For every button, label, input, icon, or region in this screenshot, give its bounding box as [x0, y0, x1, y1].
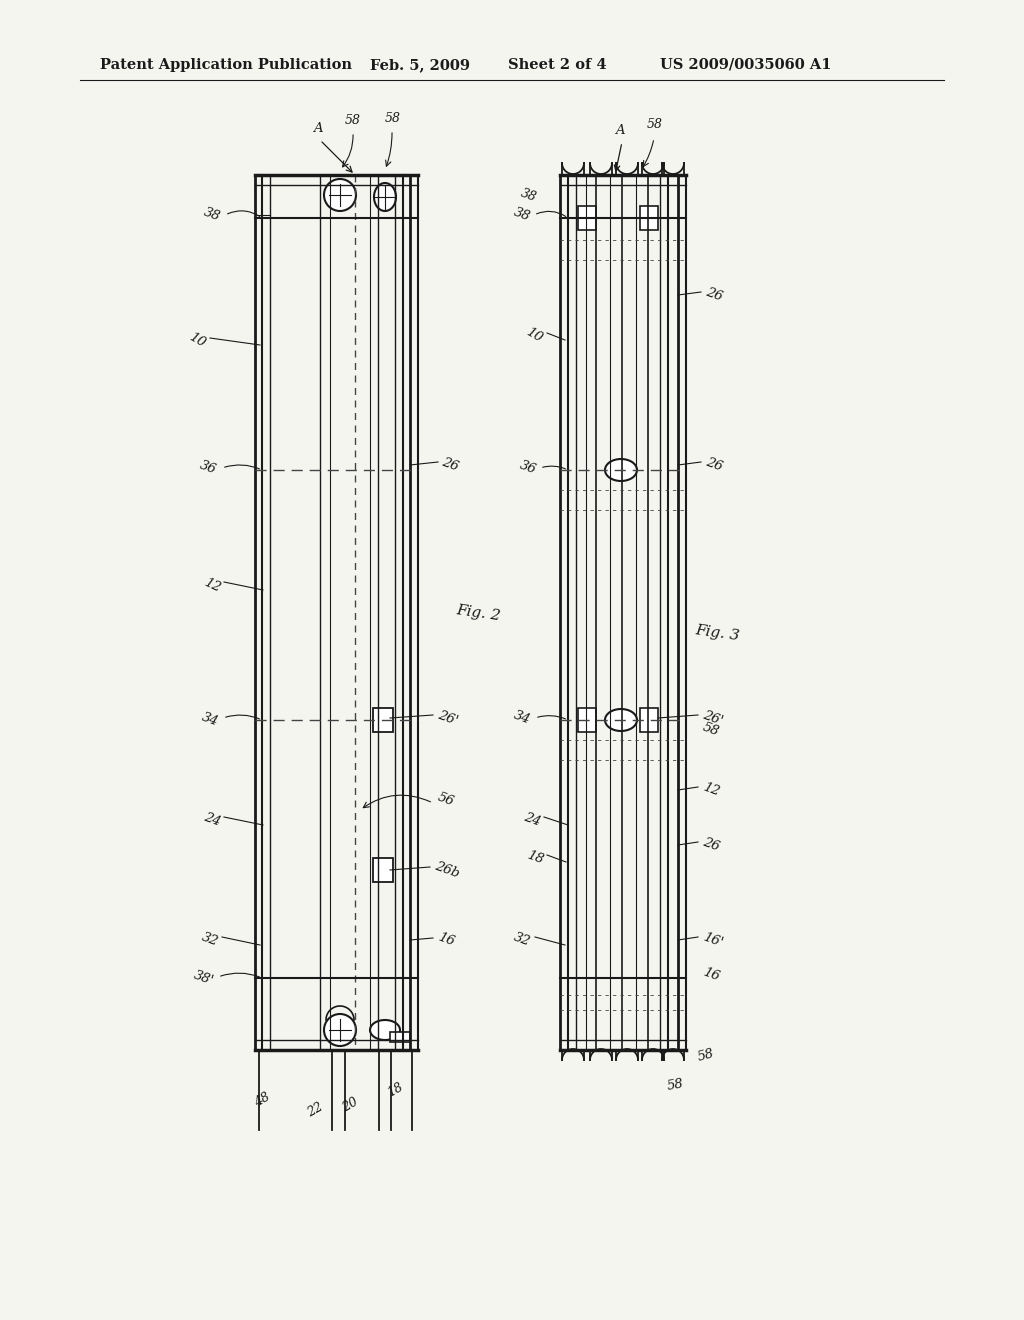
Text: Fig. 3: Fig. 3: [694, 623, 740, 643]
Text: 24: 24: [202, 810, 222, 829]
Text: 26': 26': [436, 709, 460, 727]
Text: Patent Application Publication: Patent Application Publication: [100, 58, 352, 73]
Circle shape: [324, 180, 356, 211]
Bar: [373, 858, 393, 882]
Text: 48: 48: [252, 1090, 272, 1110]
Circle shape: [324, 1014, 356, 1045]
Text: 26: 26: [701, 836, 721, 854]
Text: 32: 32: [200, 931, 220, 949]
Bar: [640, 708, 658, 733]
Text: 58: 58: [701, 721, 721, 739]
Text: 20: 20: [340, 1096, 360, 1114]
Text: 58: 58: [345, 114, 361, 127]
Text: 34: 34: [512, 709, 532, 727]
Text: 26: 26: [440, 455, 460, 474]
Text: Fig. 2: Fig. 2: [455, 603, 502, 623]
Text: US 2009/0035060 A1: US 2009/0035060 A1: [660, 58, 831, 73]
Text: 10: 10: [187, 330, 208, 350]
Bar: [578, 206, 596, 230]
Text: 34: 34: [200, 711, 220, 729]
Ellipse shape: [605, 709, 637, 731]
Text: 16: 16: [701, 966, 721, 983]
Text: 12: 12: [202, 576, 222, 594]
Text: 38: 38: [518, 186, 538, 203]
Ellipse shape: [370, 1020, 400, 1040]
Text: 16: 16: [436, 931, 456, 949]
Bar: [390, 1032, 410, 1041]
Text: A: A: [313, 121, 323, 135]
Text: 58: 58: [647, 119, 663, 132]
Text: 56: 56: [436, 791, 456, 809]
Text: 24: 24: [522, 810, 542, 829]
Ellipse shape: [374, 183, 396, 211]
Text: 26b: 26b: [433, 859, 461, 880]
Text: 10: 10: [524, 325, 545, 345]
Text: 58: 58: [666, 1077, 685, 1093]
Text: 32: 32: [512, 931, 532, 949]
Text: Sheet 2 of 4: Sheet 2 of 4: [508, 58, 606, 73]
Text: 38': 38': [191, 969, 215, 987]
Text: 38: 38: [512, 206, 532, 224]
Text: 22: 22: [305, 1101, 326, 1119]
Text: A: A: [615, 124, 625, 136]
Text: 18: 18: [525, 849, 545, 867]
Text: 36: 36: [198, 459, 218, 477]
Text: Feb. 5, 2009: Feb. 5, 2009: [370, 58, 470, 73]
Text: 26: 26: [705, 455, 724, 474]
Bar: [373, 708, 393, 733]
Bar: [578, 708, 596, 733]
Text: 26': 26': [701, 709, 725, 727]
Ellipse shape: [605, 459, 637, 480]
Text: 36: 36: [518, 459, 538, 477]
Text: 18: 18: [385, 1080, 406, 1100]
Text: 58: 58: [385, 111, 401, 124]
Text: 16': 16': [701, 931, 725, 949]
Text: 26: 26: [705, 286, 724, 304]
Text: 38: 38: [202, 206, 222, 224]
Text: 58: 58: [696, 1047, 716, 1064]
Bar: [640, 206, 658, 230]
Text: 12: 12: [701, 781, 721, 799]
